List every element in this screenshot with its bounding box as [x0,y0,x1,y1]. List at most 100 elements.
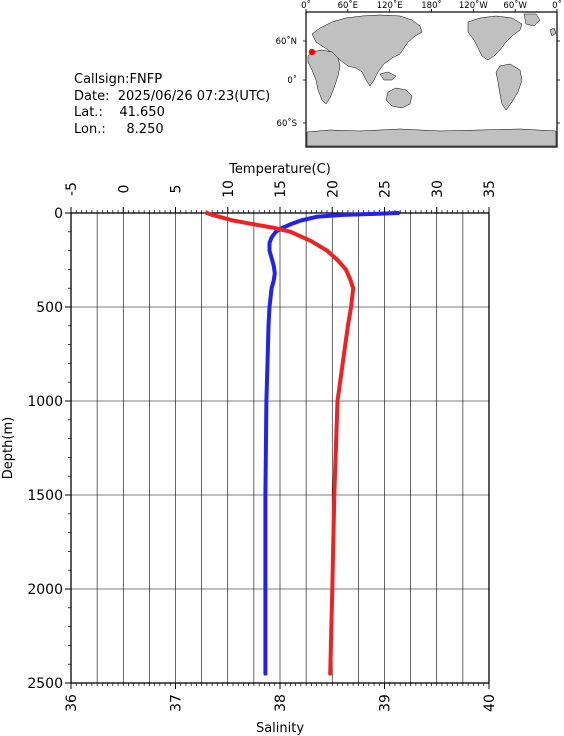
salinity-line [204,211,356,676]
salinity-point [346,324,350,328]
y-tick-label: 1500 [27,488,63,504]
temperature-point [267,241,272,245]
station-marker [308,48,316,56]
top-tick-label: 35 [482,180,498,198]
top-tick-label: 15 [273,180,289,198]
salinity-point [332,493,337,497]
bottom-tick-label: 37 [169,694,185,712]
map-lat-label: 0˚ [287,75,297,86]
date-value: 2025/06/26 07:23(UTC) [117,88,271,104]
temperature-point [267,305,272,309]
temperature-point [271,263,276,268]
map-lon-label: 120˚W [459,0,488,11]
y-tick-label: 0 [54,206,63,222]
salinity-point [288,230,293,234]
y-axis-title: Depth(m) [1,417,16,479]
top-tick-label: 5 [169,185,185,194]
map-lat-label: 60˚N [276,36,297,47]
station-info: Callsign:FNFP Date: 2025/06/26 07:23(UTC… [74,72,270,138]
map-lat-label: 60˚S [277,118,297,129]
bottom-tick-label: 38 [273,694,289,712]
map-lon-label: 180˚ [421,0,441,11]
salinity-point [348,277,352,281]
salinity-point [231,218,235,223]
salinity-point [328,671,333,676]
top-tick-label: 0 [116,185,132,194]
top-tick-label: 30 [430,180,446,198]
temperature-point [396,211,400,215]
date-label: Date: [74,88,110,104]
islands-land [379,71,397,81]
australia-land [385,87,413,109]
temperature-point [372,212,376,216]
temperature-point [314,215,319,219]
temperature-point [263,671,268,676]
salinity-point [344,267,348,272]
salinity-point [330,587,335,591]
map-lon-label: 0˚ [301,0,311,11]
salinity-point [340,361,345,366]
temperature-point [274,230,278,234]
map-lon-label: 0˚ [552,0,562,11]
bottom-tick-label: 40 [482,694,498,712]
top-tick-label: -5 [64,182,80,196]
uk-land [549,27,557,37]
date-line: Date: 2025/06/26 07:23(UTC) [74,89,270,106]
lat-label: Lat.: [74,105,103,120]
temperature-point [269,286,274,291]
salinity-point [335,399,340,403]
south-america-land [495,63,523,111]
temperature-point [288,222,293,227]
salinity-point [325,248,329,253]
temperature-point [263,587,268,591]
callsign-line: Callsign:FNFP [74,72,270,89]
map-lon-label: 120˚E [377,0,403,11]
salinity-point [210,213,214,217]
bottom-tick-label: 36 [64,694,80,712]
lon-value: 8.250 [126,121,164,137]
y-tick-label: 1000 [27,394,63,410]
map-lon-label: 60˚W [503,0,527,11]
antarctica-land [306,128,557,147]
temperature-point [267,248,272,253]
temperature-point [271,278,276,283]
greenland-land [523,13,541,27]
lon-line: Lon.: 8.250 [74,122,270,139]
callsign-label: Callsign: [74,72,130,87]
callsign-value: FNFP [129,72,163,87]
bottom-axis-title: Salinity [256,721,304,736]
y-tick-label: 2500 [27,676,63,692]
temperature-point [266,324,271,328]
salinity-point [349,305,353,309]
top-tick-label: 25 [378,180,394,198]
top-axis-title: Temperature(C) [228,162,331,177]
salinity-point [273,226,277,230]
bottom-tick-label: 39 [378,694,394,712]
y-tick-label: 2000 [27,582,63,598]
salinity-point [205,211,209,215]
world-map: 0˚ 60˚E 120˚E 180˚ 120˚W 60˚W 0˚ 60˚N 0˚ 60˚S [276,0,562,148]
map-lon-label: 60˚E [338,0,358,11]
lat-value: 41.650 [119,105,165,120]
salinity-point [252,222,256,227]
temperature-point [340,213,345,217]
temperature-point [299,218,303,223]
lon-label: Lon.: [74,121,106,137]
temperature-point [264,399,269,403]
lat-line: Lat.: 41.650 [74,105,270,122]
salinity-point [309,239,314,243]
temperature-point [269,235,274,240]
top-tick-label: 10 [221,180,237,198]
temperature-point [273,271,277,276]
temperature-point [269,256,274,260]
salinity-point [217,215,222,219]
salinity-point [335,258,340,262]
temperature-point [263,493,268,497]
top-tick-label: 20 [325,180,341,198]
temperature-point [265,361,270,366]
salinity-point [351,286,356,291]
africa-land [307,49,341,105]
y-tick-label: 500 [36,300,63,316]
